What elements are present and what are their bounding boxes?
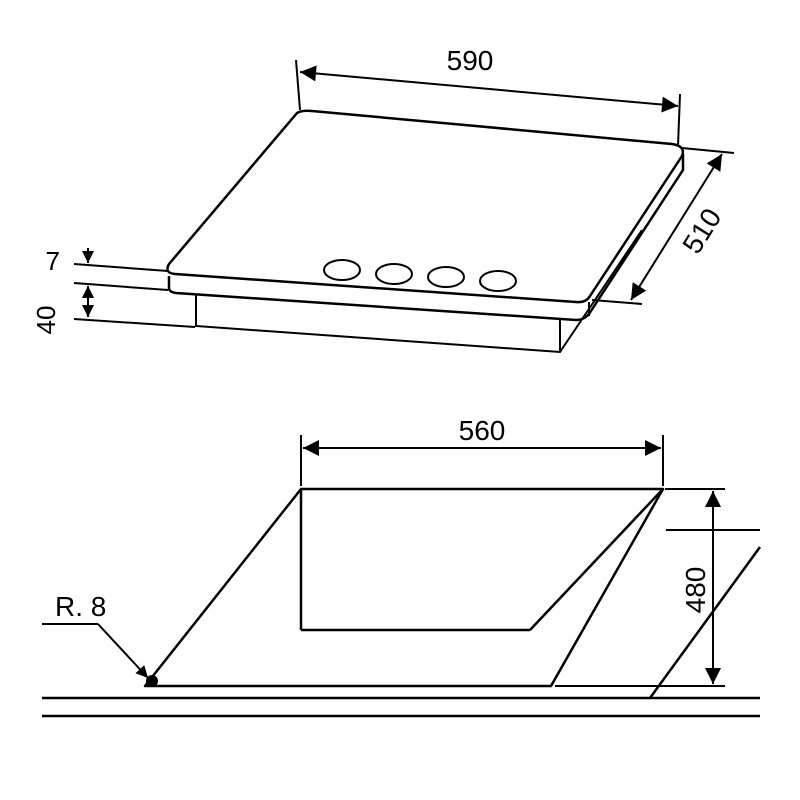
dim-510: 510: [592, 148, 734, 304]
dim-7-label: 7: [46, 246, 60, 276]
dim-560-label: 560: [459, 415, 506, 446]
dim-480: 480: [555, 489, 725, 686]
dim-40-label: 40: [31, 306, 61, 335]
dim-480-label: 480: [680, 567, 711, 614]
dim-590: 590: [296, 45, 680, 146]
dim-r8: R. 8: [42, 591, 148, 678]
dim-510-label: 510: [676, 203, 727, 259]
top-hob-view: 590 510 7 40: [31, 45, 734, 352]
dim-560: 560: [301, 415, 663, 486]
cutout-view: 560 480 R. 8: [42, 415, 760, 716]
dimension-diagram: 590 510 7 40: [0, 0, 800, 800]
dim-590-label: 590: [447, 45, 494, 76]
dim-r8-label: R. 8: [55, 591, 106, 622]
